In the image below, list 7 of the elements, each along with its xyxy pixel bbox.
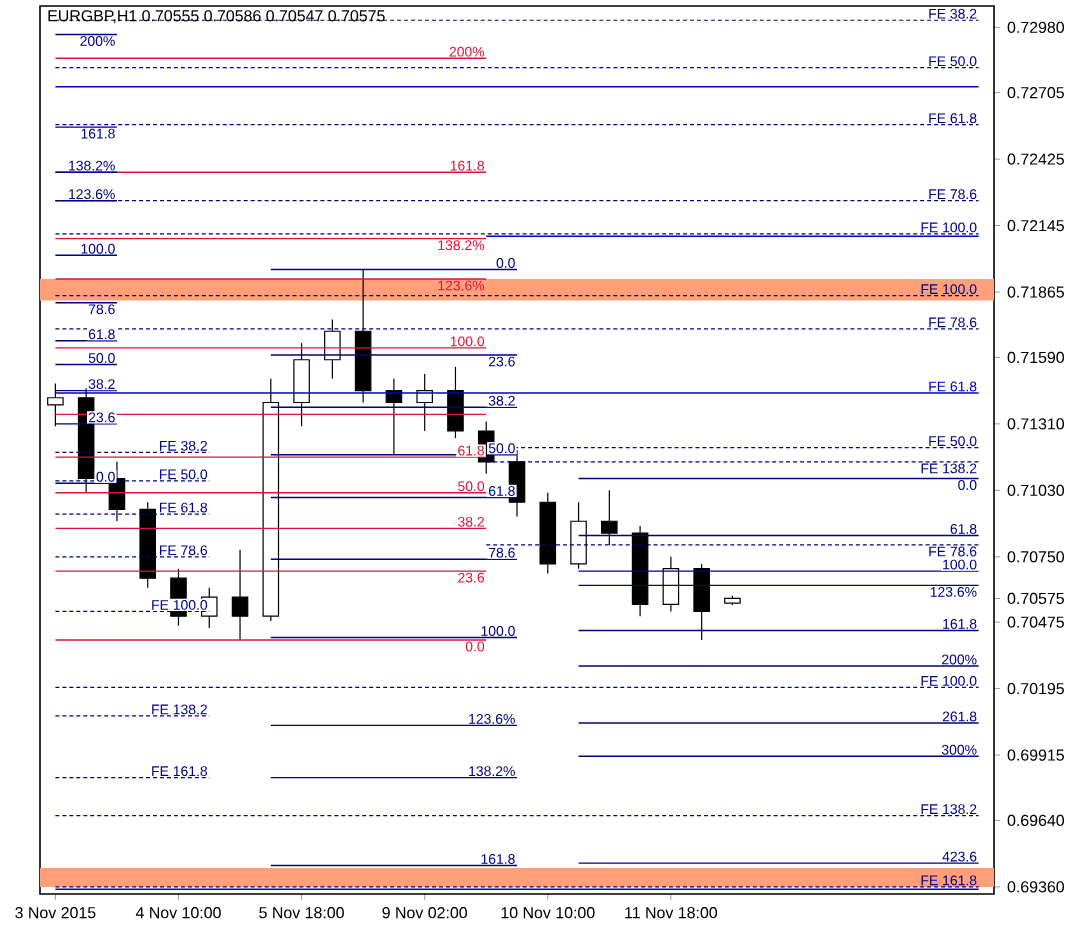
candlestick [47, 382, 64, 427]
candlestick [293, 342, 310, 427]
candlestick [601, 489, 618, 546]
candlestick [447, 366, 464, 439]
candlestick [570, 501, 587, 570]
candlestick [231, 549, 249, 641]
candlestick [693, 563, 710, 641]
